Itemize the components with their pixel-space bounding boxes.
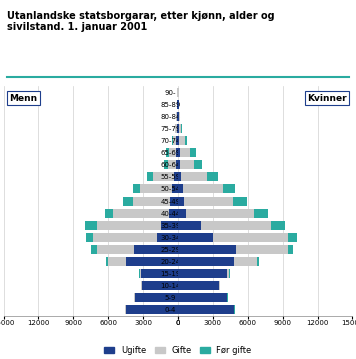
Bar <box>123 196 133 206</box>
Bar <box>178 196 184 206</box>
Bar <box>126 257 178 266</box>
Bar <box>180 160 194 169</box>
Bar <box>233 196 247 206</box>
Bar <box>174 124 175 133</box>
Bar <box>140 185 172 194</box>
Bar <box>140 269 141 278</box>
Bar <box>176 148 178 157</box>
Bar <box>257 257 259 266</box>
Bar <box>253 209 268 218</box>
Bar <box>170 196 178 206</box>
Bar <box>183 185 223 194</box>
Bar <box>178 185 183 194</box>
Bar <box>178 148 180 157</box>
Bar <box>133 185 140 194</box>
Bar <box>153 172 174 181</box>
Bar <box>113 209 169 218</box>
Bar <box>176 112 177 121</box>
Bar <box>176 160 178 169</box>
Bar <box>93 233 157 242</box>
Text: Utanlandske statsborgarar, etter kjønn, alder og
sivilstand. 1. januar 2001: Utanlandske statsborgarar, etter kjønn, … <box>7 11 275 32</box>
Bar <box>178 281 219 290</box>
Bar <box>178 100 179 109</box>
Bar <box>178 293 227 302</box>
Bar <box>161 221 178 230</box>
Bar <box>177 124 178 133</box>
Bar <box>139 269 140 278</box>
Bar <box>185 136 187 145</box>
Bar <box>180 148 190 157</box>
Bar <box>234 257 257 266</box>
Bar <box>175 124 177 133</box>
Bar <box>96 221 161 230</box>
Bar <box>168 160 176 169</box>
Legend: Ugifte, Gifte, Før gifte: Ugifte, Gifte, Før gifte <box>104 346 252 355</box>
Bar <box>105 209 113 218</box>
Bar <box>288 245 293 254</box>
Bar <box>229 269 230 278</box>
Bar <box>178 160 180 169</box>
Bar <box>178 306 234 314</box>
Bar <box>85 221 96 230</box>
Bar <box>133 196 170 206</box>
Bar <box>172 185 178 194</box>
Bar <box>147 172 153 181</box>
Bar <box>178 136 179 145</box>
Bar <box>135 293 178 302</box>
Bar <box>91 245 96 254</box>
Bar <box>125 306 126 314</box>
Bar <box>177 112 178 121</box>
Bar <box>223 185 235 194</box>
Bar <box>141 281 142 290</box>
Bar <box>173 136 176 145</box>
Bar <box>178 257 234 266</box>
Bar <box>179 136 185 145</box>
Bar <box>96 245 134 254</box>
Bar <box>126 306 178 314</box>
Bar <box>179 124 181 133</box>
Bar <box>178 245 236 254</box>
Bar <box>178 124 179 133</box>
Bar <box>178 233 213 242</box>
Bar <box>182 172 207 181</box>
Bar <box>236 245 288 254</box>
Text: Menn: Menn <box>9 94 37 103</box>
Bar <box>213 233 288 242</box>
Bar <box>169 148 176 157</box>
Bar <box>201 221 271 230</box>
Bar <box>179 112 180 121</box>
Bar <box>178 221 201 230</box>
Bar <box>174 172 178 181</box>
Bar <box>178 269 227 278</box>
Bar <box>86 233 93 242</box>
Bar <box>134 245 178 254</box>
Bar <box>271 221 285 230</box>
Bar <box>157 233 178 242</box>
Bar <box>288 233 297 242</box>
Bar <box>186 209 253 218</box>
Bar <box>164 160 168 169</box>
Bar <box>178 209 186 218</box>
Bar <box>181 124 182 133</box>
Bar <box>207 172 218 181</box>
Bar <box>141 269 178 278</box>
Bar <box>172 136 173 145</box>
Bar <box>169 209 178 218</box>
Bar <box>178 112 179 121</box>
Bar <box>166 148 169 157</box>
Bar <box>184 196 233 206</box>
Bar <box>176 136 178 145</box>
Bar <box>142 281 178 290</box>
Bar <box>190 148 196 157</box>
Bar <box>219 281 220 290</box>
Bar <box>108 257 126 266</box>
Bar <box>178 172 182 181</box>
Bar <box>227 269 229 278</box>
Bar <box>177 100 178 109</box>
Text: Kvinner: Kvinner <box>307 94 347 103</box>
Bar <box>134 293 135 302</box>
Bar <box>106 257 108 266</box>
Bar <box>194 160 202 169</box>
